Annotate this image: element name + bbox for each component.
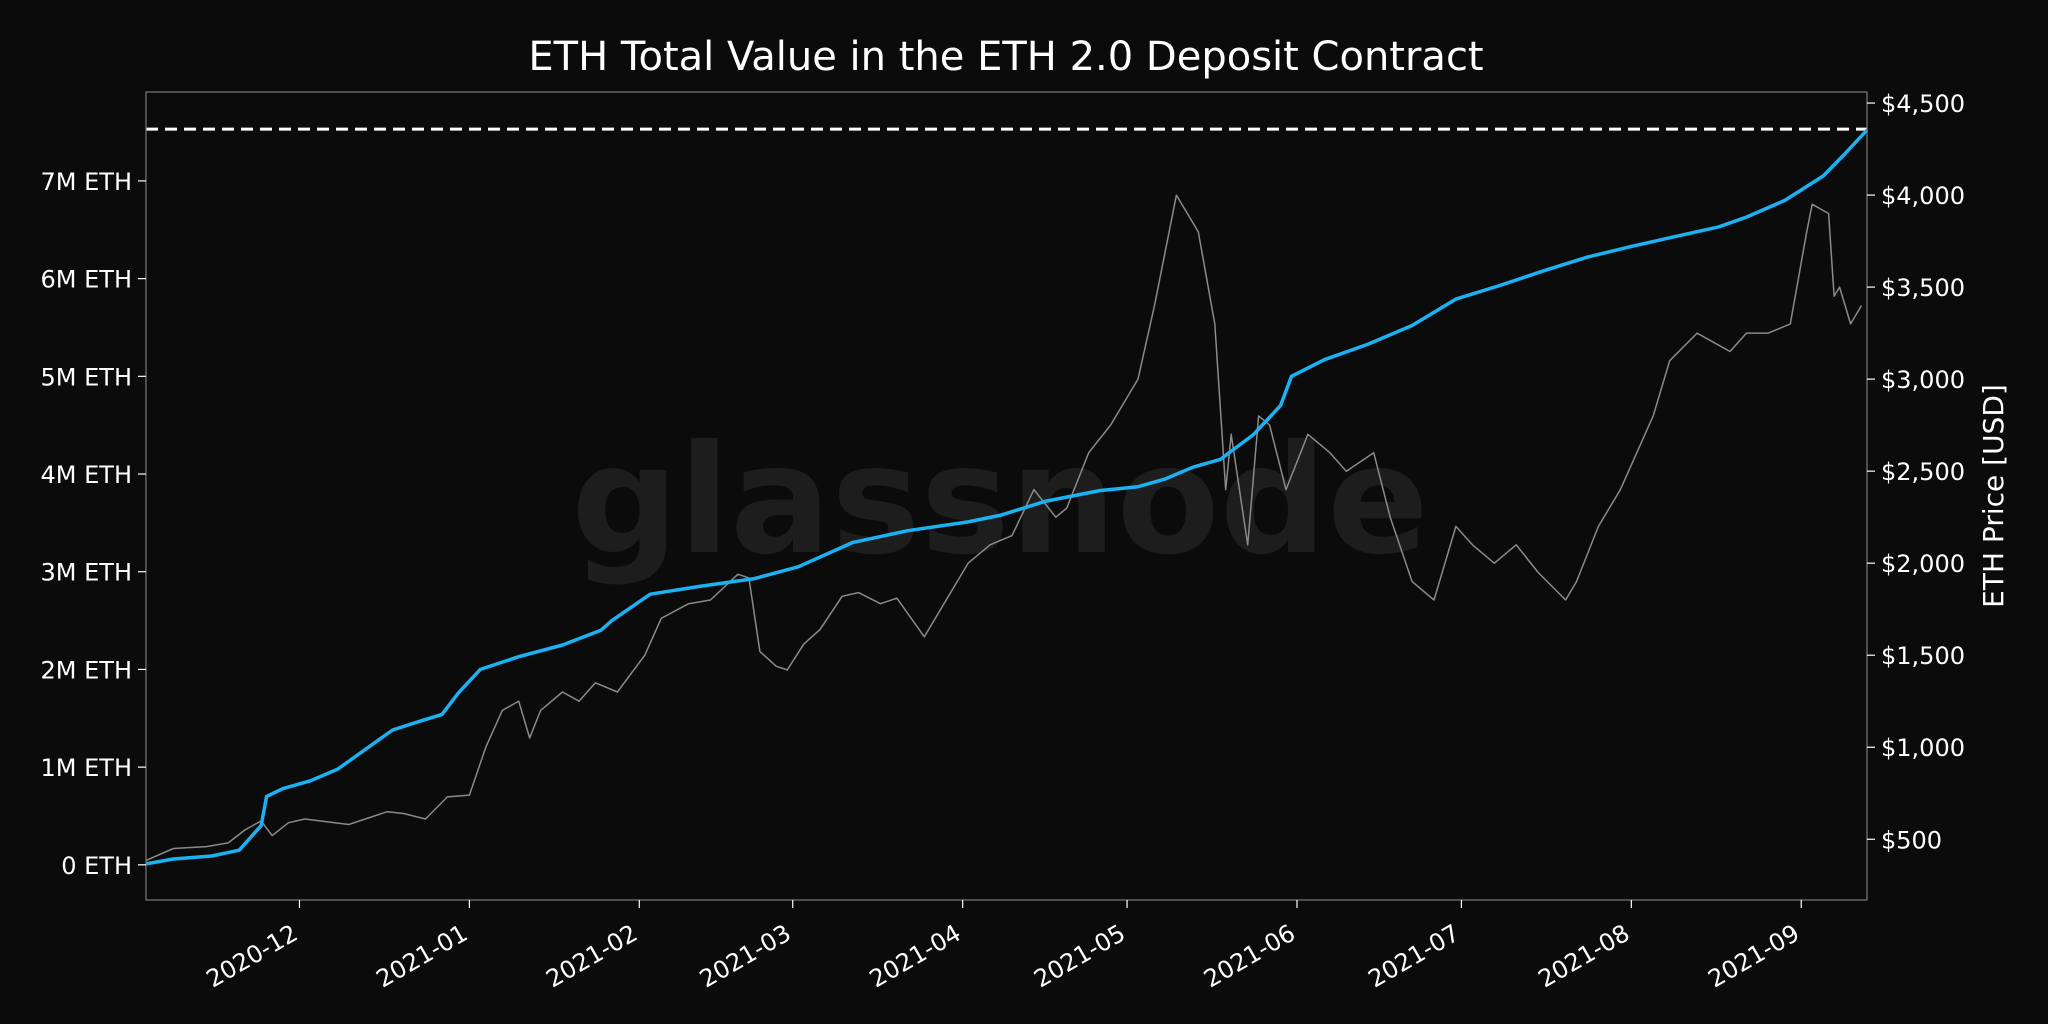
y-left-tick-label: 2M ETH: [41, 656, 132, 684]
y-left-tick-label: 3M ETH: [41, 559, 132, 587]
y-left-tick-label: 0 ETH: [61, 852, 132, 880]
y-left-tick-label: 7M ETH: [41, 168, 132, 196]
y-right-tick-label: $3,500: [1881, 274, 1965, 302]
y-right-tick-label: $1,500: [1881, 642, 1965, 670]
y-right-tick-label: $500: [1881, 826, 1942, 854]
y-right-tick-label: $3,000: [1881, 366, 1965, 394]
series-layer: [145, 128, 1869, 866]
y-axis-left-ticks: 0 ETH 1M ETH 2M ETH 3M ETH 4M ETH 5M ETH 6M ET…: [41, 168, 146, 880]
y-left-tick-label: 4M ETH: [41, 461, 132, 489]
chart-title: ETH Total Value in the ETH 2.0 Deposit C…: [528, 34, 1483, 80]
y-axis-right-label: ETH Price [USD]: [1977, 384, 2010, 608]
y-left-tick-label: 1M ETH: [41, 754, 132, 782]
y-right-tick-label: $2,500: [1881, 458, 1965, 486]
y-right-tick-label: $4,500: [1881, 90, 1965, 118]
y-axis-right-ticks: $500 $1,000 $1,500 $2,000 $2,500 $3,000 $3,500…: [1867, 90, 1965, 854]
y-right-tick-label: $1,000: [1881, 734, 1965, 762]
price-series-line: [145, 194, 1863, 862]
deposit-series-line: [145, 128, 1869, 866]
y-left-tick-label: 5M ETH: [41, 363, 132, 391]
y-left-tick-label: 6M ETH: [41, 266, 132, 294]
watermark: glassnode: [571, 414, 1429, 588]
plot-frame: [145, 91, 1868, 901]
y-right-tick-label: $4,000: [1881, 182, 1965, 210]
y-right-tick-label: $2,000: [1881, 550, 1965, 578]
